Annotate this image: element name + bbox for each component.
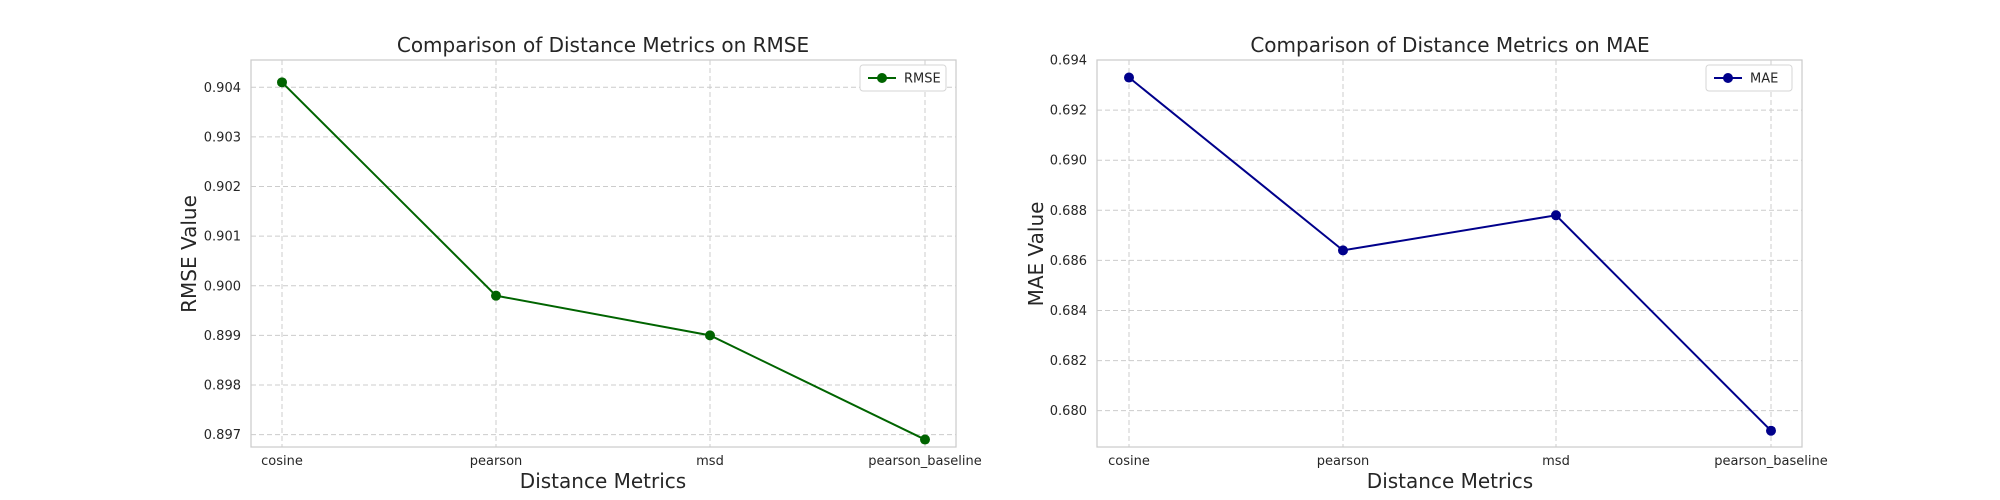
mae-x-axis-label: Distance Metrics xyxy=(1367,469,1533,493)
rmse-y-tick-label: 0.904 xyxy=(204,81,241,96)
mae-y-tick-label: 0.688 xyxy=(1050,204,1087,219)
mae-x-tick-label: pearson_baseline xyxy=(1714,454,1827,469)
rmse-y-tick-label: 0.903 xyxy=(204,130,241,145)
mae-plot-area xyxy=(1096,59,1803,448)
rmse-data-point xyxy=(920,434,930,445)
rmse-x-axis-label: Distance Metrics xyxy=(520,469,686,493)
mae-y-axis-label: MAE Value xyxy=(1024,202,1048,307)
rmse-x-tick-label: cosine xyxy=(261,454,303,469)
rmse-y-axis-label: RMSE Value xyxy=(177,195,201,313)
rmse-x-tick-label: msd xyxy=(696,454,724,469)
mae-x-tick-label: pearson xyxy=(1317,454,1370,469)
mae-legend: MAE xyxy=(1705,64,1793,92)
rmse-y-tick-label: 0.899 xyxy=(204,329,241,344)
mae-x-tick-label: msd xyxy=(1542,454,1570,469)
mae-y-tick-label: 0.684 xyxy=(1050,304,1087,319)
mae-y-tick-label: 0.680 xyxy=(1050,404,1087,419)
mae-series-line xyxy=(1128,76,1772,432)
rmse-x-tick-label: pearson_baseline xyxy=(868,454,981,469)
rmse-plot-area xyxy=(250,59,957,448)
rmse-legend-box xyxy=(859,64,947,92)
rmse-y-tick-label: 0.901 xyxy=(204,230,241,245)
rmse-series-line xyxy=(281,81,926,441)
mae-legend-marker xyxy=(1723,73,1733,83)
mae-x-tick-label: cosine xyxy=(1108,454,1150,469)
rmse-chart: Comparison of Distance Metrics on RMSE D… xyxy=(177,33,982,493)
mae-y-tick-label: 0.690 xyxy=(1050,154,1087,169)
rmse-legend-marker xyxy=(877,73,887,83)
rmse-legend: RMSE xyxy=(859,64,947,92)
mae-legend-box xyxy=(1705,64,1793,92)
rmse-chart-title: Comparison of Distance Metrics on RMSE xyxy=(397,33,809,57)
rmse-y-tick-label: 0.902 xyxy=(204,180,241,195)
mae-chart: Comparison of Distance Metrics on MAE Di… xyxy=(1024,33,1828,493)
mae-y-tick-label: 0.686 xyxy=(1050,254,1087,269)
mae-data-point xyxy=(1766,425,1776,436)
rmse-y-tick-label: 0.898 xyxy=(204,378,241,393)
mae-y-tick-label: 0.692 xyxy=(1050,104,1087,119)
mae-y-tick-label: 0.682 xyxy=(1050,354,1087,369)
rmse-x-tick-label: pearson xyxy=(470,454,523,469)
mae-legend-label: MAE xyxy=(1750,72,1778,87)
mae-data-point xyxy=(1338,245,1348,256)
mae-y-tick-label: 0.694 xyxy=(1050,54,1087,69)
rmse-data-point xyxy=(491,290,501,301)
mae-data-point xyxy=(1551,210,1561,221)
mae-grid xyxy=(1097,59,1802,447)
rmse-data-point xyxy=(705,330,715,341)
mae-data-point xyxy=(1124,72,1134,83)
rmse-grid xyxy=(251,60,956,447)
rmse-y-tick-label: 0.897 xyxy=(204,428,241,443)
rmse-data-point xyxy=(277,77,287,88)
rmse-legend-label: RMSE xyxy=(904,72,941,87)
mae-chart-title: Comparison of Distance Metrics on MAE xyxy=(1250,33,1649,57)
rmse-y-tick-label: 0.900 xyxy=(204,279,241,294)
